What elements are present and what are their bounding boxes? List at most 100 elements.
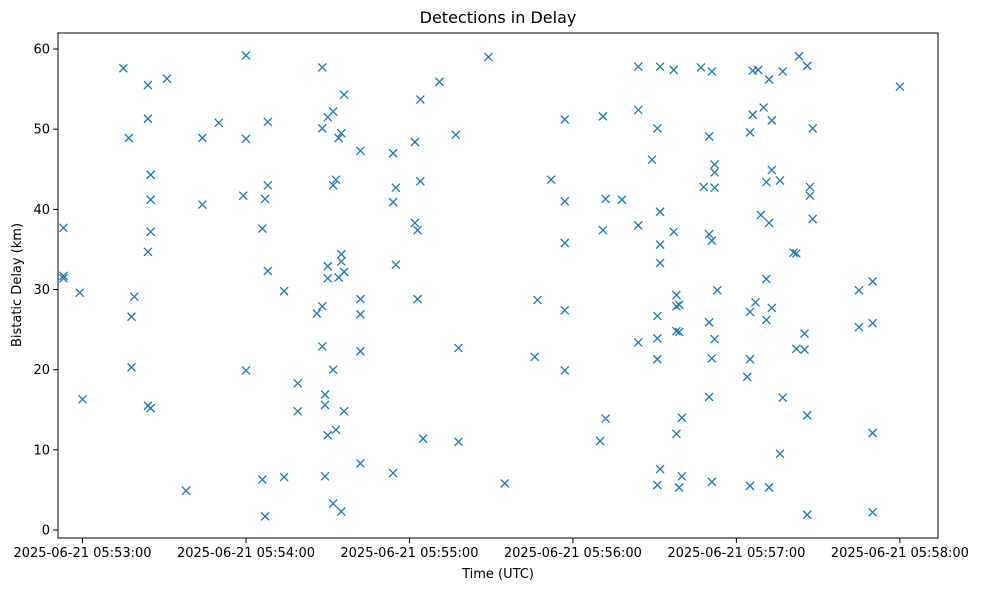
data-point [241,50,251,60]
data-point [388,148,398,158]
data-point [671,429,681,439]
data-point [671,290,681,300]
data-point [317,341,327,351]
data-point [323,261,333,271]
data-point [595,436,605,446]
data-point [633,337,643,347]
data-point [336,256,346,266]
data-point [655,258,665,268]
data-point [355,294,365,304]
data-point [391,260,401,270]
data-point [868,507,878,517]
data-point [328,499,338,508]
data-point [707,353,717,363]
y-tick-label: 20 [33,363,50,378]
data-point [124,133,134,143]
data-point [789,248,799,258]
data-point [323,430,333,440]
data-point [58,273,68,283]
data-point [317,123,327,133]
data-point [767,165,777,175]
data-point [241,366,251,375]
data-point [320,390,330,399]
y-tick-label: 0 [42,523,50,538]
data-point [677,413,687,423]
data-point [388,468,398,478]
data-point [669,227,679,237]
data-point [800,345,809,355]
data-point [669,65,679,75]
data-point [320,471,330,481]
y-tick-label: 40 [33,203,50,218]
chart-title: Detections in Delay [420,8,577,27]
data-point [808,123,818,133]
data-point [601,414,611,424]
data-point [704,392,714,402]
data-point [328,365,338,375]
data-point [745,354,755,364]
data-point [707,477,717,487]
data-point [560,305,570,315]
data-point [761,177,771,187]
data-point [78,394,87,404]
scatter-series [58,50,905,521]
data-point [655,240,665,250]
data-point [775,449,785,459]
x-tick-label: 2025-06-21 05:56:00 [504,546,642,561]
y-tick-label: 10 [33,443,50,458]
data-point [312,309,322,319]
data-point [767,115,777,125]
data-point [257,224,267,234]
data-point [674,300,684,310]
data-point [331,425,341,435]
data-point [802,510,812,520]
data-point [704,229,714,239]
data-point [328,107,338,117]
data-point [710,334,720,344]
data-point [339,267,349,277]
data-point [355,309,365,319]
data-point [127,362,137,372]
data-point [355,146,365,156]
data-point [418,434,428,444]
data-point [560,366,570,375]
data-point [75,288,85,298]
data-point [674,483,684,492]
data-point [791,344,801,354]
data-point [652,311,662,321]
data-point [146,170,156,180]
data-point [434,77,444,87]
data-point [761,315,771,325]
x-tick-label: 2025-06-21 05:54:00 [177,546,315,561]
data-point [58,223,68,233]
x-tick-label: 2025-06-21 05:57:00 [667,546,805,561]
data-point [410,137,420,147]
data-point [805,182,815,192]
data-point [260,194,270,204]
data-point [764,218,774,228]
data-point [778,67,788,76]
data-point [805,191,815,201]
y-tick-label: 30 [33,283,50,298]
data-point [778,393,788,403]
data-point [533,295,542,305]
data-point [753,65,763,75]
data-point [671,326,681,336]
data-point [652,333,662,343]
data-point [745,481,755,491]
data-point [146,403,156,413]
data-point [601,194,611,204]
data-point [260,511,270,521]
data-point [146,195,156,205]
data-point [323,273,333,283]
data-point [241,134,251,144]
data-point [759,103,769,113]
data-point [410,218,420,228]
data-point [868,277,878,286]
data-point [647,155,657,165]
data-point [293,406,303,416]
data-point [355,458,365,468]
data-point [633,220,643,230]
data-point [127,312,137,322]
data-point [58,271,68,281]
